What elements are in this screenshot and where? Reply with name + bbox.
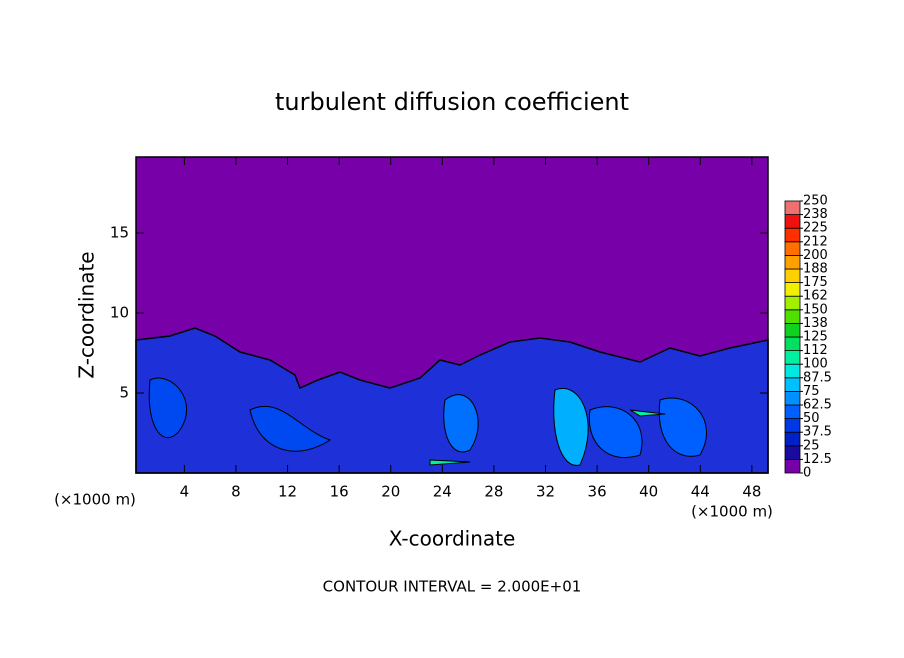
colorbar-box [784, 431, 801, 447]
colorbar-box [784, 458, 801, 474]
x-tick-label: 16 [330, 483, 349, 501]
blob [429, 459, 471, 466]
colorbar-label: 12.5 [803, 452, 832, 467]
colorbar-label: 0 [803, 466, 811, 481]
colorbar-box [784, 295, 801, 311]
blob [629, 409, 666, 417]
colorbar-box [784, 254, 801, 270]
colorbar-box [784, 214, 801, 229]
colorbar-label: 62.5 [803, 398, 832, 413]
colorbar-box [784, 350, 801, 365]
x-tick-label: 40 [639, 483, 658, 501]
y-tick-label: 5 [119, 384, 129, 402]
footnote: CONTOUR INTERVAL = 2.000E+01 [323, 578, 582, 596]
chart-title: turbulent diffusion coefficient [275, 88, 629, 116]
blob [148, 377, 187, 439]
x-tick-label: 36 [588, 483, 607, 501]
colorbar-label: 75 [803, 384, 820, 399]
colorbar-label: 250 [803, 194, 828, 209]
colorbar-box [784, 404, 801, 420]
colorbar-box [784, 268, 801, 284]
colorbar-box [784, 377, 801, 392]
colorbar-label: 238 [803, 207, 828, 222]
colorbar-label: 162 [803, 289, 828, 304]
colorbar-box [784, 418, 801, 433]
colorbar-label: 225 [803, 221, 828, 236]
x-tick-label: 48 [742, 483, 761, 501]
colorbar-label: 37.5 [803, 425, 832, 440]
x-unit-label: (×1000 m) [54, 491, 136, 509]
colorbar-label: 125 [803, 330, 828, 345]
x-tick-label: 28 [484, 483, 503, 501]
colorbar-label: 100 [803, 357, 828, 372]
x-axis-label: X-coordinate [389, 527, 516, 551]
colorbar-label: 212 [803, 234, 828, 249]
colorbar-box [784, 282, 801, 297]
x-tick-label: 24 [433, 483, 452, 501]
blob [588, 406, 643, 459]
colorbar-label: 138 [803, 316, 828, 331]
y-tick-label: 10 [110, 304, 129, 322]
x-tick-label: 8 [231, 483, 241, 501]
field [135, 157, 769, 474]
colorbar-label: 112 [803, 343, 828, 358]
colorbar-label: 25 [803, 438, 820, 453]
colorbar-box [784, 309, 801, 324]
colorbar-box [784, 363, 801, 379]
blob [249, 405, 332, 452]
y-tick-label: 15 [110, 224, 129, 242]
colorbar-box [784, 336, 801, 352]
blob [658, 397, 707, 457]
blob [553, 387, 589, 466]
colorbar-label: 87.5 [803, 370, 832, 385]
colorbar-label: 150 [803, 302, 828, 317]
x-tick-label: 12 [278, 483, 297, 501]
colorbar-box [784, 200, 801, 216]
plot-frame [135, 156, 769, 474]
colorbar-box [784, 227, 801, 243]
blob [443, 394, 479, 453]
colorbar-box [784, 241, 801, 256]
colorbar-label: 188 [803, 262, 828, 277]
colorbar-box [784, 445, 801, 460]
x-tick-label: 4 [180, 483, 190, 501]
colorbar-label: 175 [803, 275, 828, 290]
colorbar-label: 50 [803, 411, 820, 426]
colorbar-label: 200 [803, 248, 828, 263]
x-tick-label: 44 [691, 483, 710, 501]
colorbar-box [784, 322, 801, 338]
y-axis-label: Z-coordinate [75, 251, 99, 378]
x-tick-label: 32 [536, 483, 555, 501]
x-tick-label: 20 [381, 483, 400, 501]
x-unit-label: (×1000 m) [691, 503, 773, 521]
colorbar-box [784, 390, 801, 406]
